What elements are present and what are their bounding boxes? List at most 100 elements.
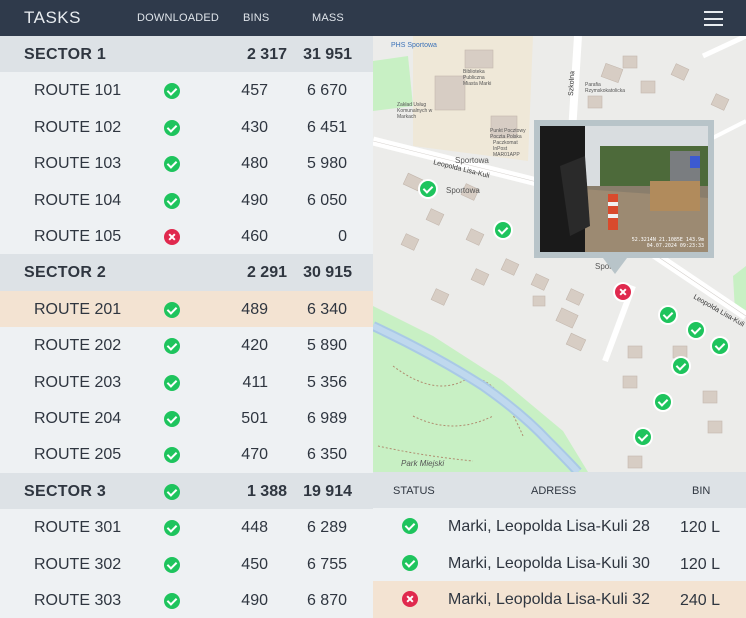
route-name: ROUTE 204 [34, 410, 122, 427]
route-mass: 6 989 [306, 410, 347, 427]
map-label-sportowa: Sportowa [455, 156, 489, 165]
map-label-phs: PHS Sportowa [391, 42, 437, 49]
route-mass: 6 670 [306, 82, 347, 100]
map-label-paczkomat: Paczkomat InPost MAR01APP [493, 140, 520, 158]
route-row[interactable]: ROUTE 103 480 5 980 [0, 145, 373, 181]
route-bins: 420 [241, 337, 268, 355]
check-circle-icon [164, 192, 180, 209]
check-circle-icon [164, 520, 180, 537]
check-circle-icon [164, 83, 180, 100]
route-name: ROUTE 303 [34, 592, 122, 609]
route-row[interactable]: ROUTE 102 430 6 451 [0, 109, 373, 145]
route-name: ROUTE 202 [34, 337, 122, 355]
top-bar: TASKS DOWNLOADED BINS MASS [0, 0, 746, 36]
bin-marker-error[interactable] [615, 284, 631, 300]
column-header-status[interactable]: STATUS [393, 485, 435, 497]
bin-marker-ok[interactable] [673, 358, 689, 374]
bin-address: Marki, Leopolda Lisa-Kuli 30 [448, 554, 650, 572]
route-name: ROUTE 101 [34, 82, 122, 100]
route-name: ROUTE 203 [34, 373, 122, 391]
route-mass: 6 870 [306, 592, 347, 609]
route-bins: 450 [241, 555, 268, 573]
sector-row[interactable]: SECTOR 2 2 291 30 915 [0, 254, 373, 291]
route-row[interactable]: ROUTE 203 411 5 356 [0, 364, 373, 400]
route-row[interactable]: ROUTE 101 457 6 670 [0, 72, 373, 108]
bin-marker-ok[interactable] [655, 394, 671, 410]
bin-address: Marki, Leopolda Lisa-Kuli 28 [448, 518, 650, 535]
route-mass: 6 350 [306, 446, 347, 464]
route-row[interactable]: ROUTE 303 490 6 870 [0, 582, 373, 618]
bin-row[interactable]: Marki, Leopolda Lisa-Kuli 28 120 L [373, 508, 746, 545]
route-row[interactable]: ROUTE 302 450 6 755 [0, 546, 373, 582]
photo-caption: 52.3214N 21.1085E 143.9m 04.07.2024 09:2… [631, 237, 704, 249]
sector-mass: 30 915 [303, 264, 352, 282]
bin-size: 120 L [680, 555, 721, 573]
column-header-mass[interactable]: MASS [312, 12, 344, 24]
route-bins: 480 [241, 155, 268, 173]
bin-table: STATUS ADRESS BIN Marki, Leopolda Lisa-K… [373, 472, 746, 618]
map-label-church: Parafia Rzymskokatolicka [585, 82, 626, 94]
route-name: ROUTE 105 [34, 228, 122, 245]
route-bins: 490 [241, 191, 268, 209]
check-circle-icon [402, 554, 418, 571]
route-row[interactable]: ROUTE 205 470 6 350 [0, 436, 373, 472]
route-row[interactable]: ROUTE 301 448 6 289 [0, 509, 373, 545]
map-label-museum: Biblioteka Publiczna Miasta Marki [463, 69, 492, 87]
popup-pointer [603, 258, 627, 274]
sector-name: SECTOR 1 [24, 46, 107, 63]
route-mass: 6 340 [306, 300, 347, 318]
bin-row[interactable]: Marki, Leopolda Lisa-Kuli 30 120 L [373, 545, 746, 582]
check-circle-icon [402, 518, 418, 534]
map-label-post: Punkt Pocztowy Poczta Polska [490, 128, 526, 140]
check-circle-icon [164, 119, 180, 136]
route-mass: 6 451 [306, 118, 347, 136]
map-view[interactable]: Leopolda Lisa-Kuli Leopolda Lisa-Kuli Sz… [373, 36, 746, 472]
sector-name: SECTOR 3 [24, 482, 107, 500]
hamburger-menu-icon[interactable] [704, 11, 723, 26]
route-name: ROUTE 302 [34, 555, 122, 573]
error-circle-icon [164, 229, 180, 245]
check-circle-icon [164, 338, 180, 355]
bin-marker-ok[interactable] [660, 307, 676, 323]
column-header-bins[interactable]: BINS [243, 12, 270, 24]
bin-marker-ok[interactable] [688, 322, 704, 338]
route-mass: 5 980 [306, 155, 347, 173]
route-name: ROUTE 102 [34, 118, 122, 136]
route-mass: 5 356 [306, 373, 347, 391]
bin-marker-ok[interactable] [712, 338, 728, 354]
map-label-sportowa2: Sportowa [446, 186, 480, 195]
check-circle-icon [164, 374, 180, 391]
route-name: ROUTE 201 [34, 300, 122, 318]
route-row[interactable]: ROUTE 104 490 6 050 [0, 182, 373, 218]
route-row[interactable]: ROUTE 201 489 6 340 [0, 290, 373, 328]
route-row[interactable]: ROUTE 202 420 5 890 [0, 327, 373, 363]
sector-bins: 2 291 [246, 264, 287, 282]
map-label-office: Zakład Usług Komunalnych w Markach [397, 102, 433, 120]
column-header-bin[interactable]: BIN [692, 485, 711, 497]
sector-row[interactable]: SECTOR 1 2 317 31 951 [0, 36, 373, 73]
check-circle-icon [164, 447, 180, 464]
map-label-street-vertical: Szkolna [568, 71, 576, 96]
check-circle-icon [164, 483, 180, 500]
route-row[interactable]: ROUTE 204 501 6 989 [0, 400, 373, 436]
route-name: ROUTE 205 [34, 446, 122, 464]
sector-row[interactable]: SECTOR 3 1 388 19 914 [0, 472, 373, 510]
route-name: ROUTE 301 [34, 519, 122, 537]
route-bins: 411 [242, 373, 268, 391]
column-header-downloaded[interactable]: DOWNLOADED [137, 12, 220, 24]
route-mass: 0 [338, 228, 347, 245]
route-bins: 457 [241, 82, 268, 100]
sector-mass: 19 914 [303, 482, 352, 500]
bin-photo-popup[interactable]: 52.3214N 21.1085E 143.9m 04.07.2024 09:2… [534, 120, 714, 258]
bin-marker-ok[interactable] [420, 181, 436, 197]
bin-marker-ok[interactable] [495, 222, 511, 238]
route-row[interactable]: ROUTE 105 460 0 [0, 218, 373, 254]
bin-row[interactable]: Marki, Leopolda Lisa-Kuli 32 240 L [373, 581, 746, 618]
bin-marker-ok[interactable] [635, 429, 651, 445]
bin-size: 120 L [680, 519, 721, 536]
route-bins: 448 [241, 519, 268, 537]
check-circle-icon [164, 301, 180, 318]
column-header-address[interactable]: ADRESS [531, 485, 577, 497]
route-mass: 5 890 [306, 337, 347, 355]
